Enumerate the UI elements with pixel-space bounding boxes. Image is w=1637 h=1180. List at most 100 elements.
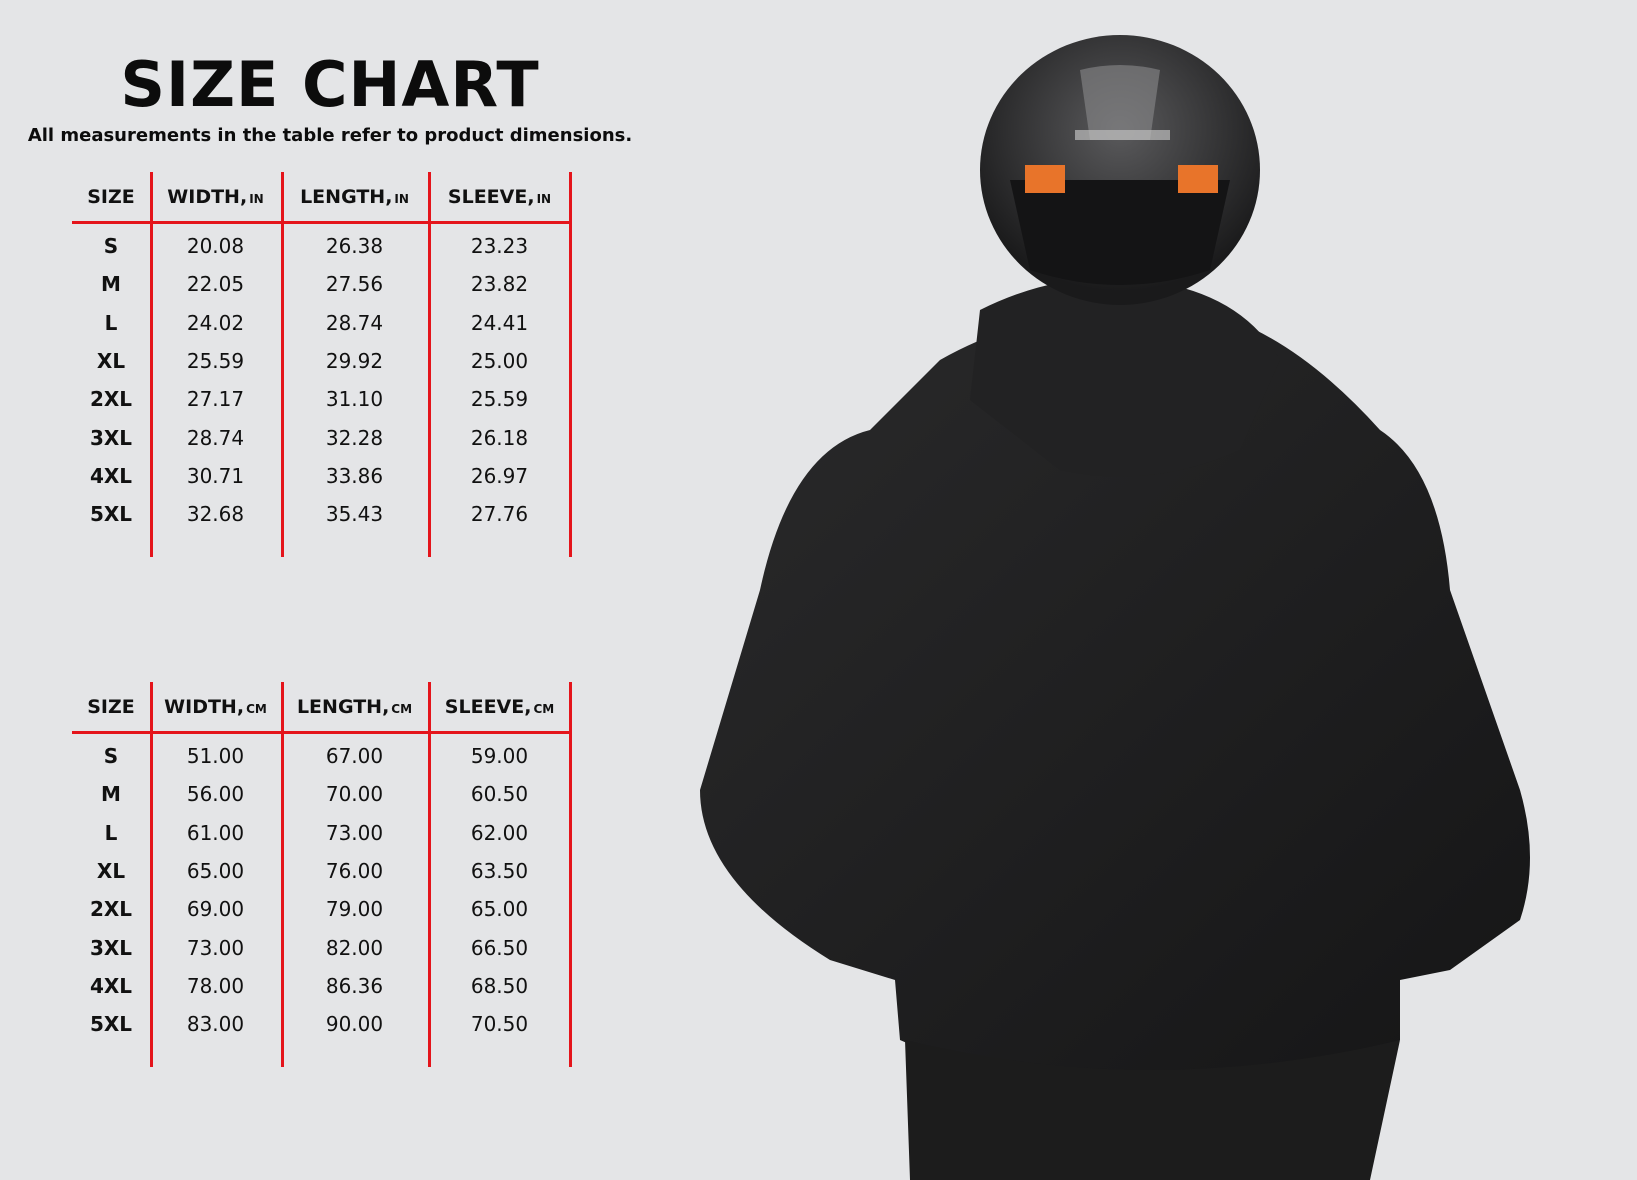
measurement-cell: 33.86: [325, 463, 384, 488]
measurement-cell: 27.76: [470, 502, 529, 527]
table-divider: [569, 682, 572, 1067]
measurement-cell: 25.59: [186, 348, 245, 373]
table-divider: [281, 682, 284, 1067]
measurement-cell: 32.68: [186, 502, 245, 527]
measurement-cell: 25.59: [470, 387, 529, 412]
table-divider: [428, 682, 431, 1067]
measurement-cell: 32.28: [325, 425, 384, 450]
measurement-cell: 82.00: [325, 935, 384, 960]
measurement-cell: 24.41: [470, 310, 529, 335]
measurement-cell: 29.92: [325, 348, 384, 373]
column-header-label: LENGTH,: [300, 186, 393, 208]
measurement-cell: 78.00: [186, 973, 245, 998]
measurement-cell: 66.50: [470, 935, 529, 960]
size-label: M: [101, 272, 121, 297]
column-header: SLEEVE, IN: [428, 186, 571, 208]
page-subtitle: All measurements in the table refer to p…: [27, 125, 633, 146]
size-label: 3XL: [89, 935, 133, 960]
table-divider: [150, 172, 153, 557]
column-header: LENGTH, IN: [281, 186, 428, 208]
measurement-cell: 63.50: [470, 858, 529, 883]
size-label: XL: [96, 858, 126, 883]
column-header: WIDTH, CM: [150, 696, 281, 718]
measurement-cell: 31.10: [325, 387, 384, 412]
column-header: SIZE: [72, 186, 150, 208]
measurement-cell: 70.00: [325, 782, 384, 807]
measurement-cell: 73.00: [325, 820, 384, 845]
measurement-cell: 70.50: [470, 1012, 529, 1037]
size-label: L: [104, 310, 118, 335]
measurement-cell: 68.50: [470, 973, 529, 998]
measurement-cell: 65.00: [186, 858, 245, 883]
column-header-label: SIZE: [87, 186, 135, 208]
page-title: SIZE CHART: [120, 48, 540, 121]
measurement-cell: 79.00: [325, 897, 384, 922]
helmet-orange-vent: [1025, 165, 1065, 193]
column-header-unit: CM: [246, 702, 267, 716]
measurement-cell: 67.00: [325, 744, 384, 768]
size-label: 5XL: [89, 502, 133, 527]
column-header-unit: IN: [394, 192, 409, 206]
table-divider: [281, 172, 284, 557]
measurement-cell: 27.56: [325, 272, 384, 297]
measurement-cell: 20.08: [186, 234, 245, 258]
size-label: 4XL: [89, 463, 133, 488]
measurement-cell: 83.00: [186, 1012, 245, 1037]
measurement-cell: 59.00: [470, 744, 529, 768]
size-table-cm: SIZE WIDTH, CM LENGTH, CM SLEEVE, CM S 51.00 67.0…: [72, 682, 572, 1067]
helmet-orange-vent: [1178, 165, 1218, 193]
size-label: 5XL: [89, 1012, 133, 1037]
column-header: WIDTH, IN: [150, 186, 281, 208]
table-divider: [428, 172, 431, 557]
measurement-cell: 90.00: [325, 1012, 384, 1037]
measurement-cell: 60.50: [470, 782, 529, 807]
size-label: 4XL: [89, 973, 133, 998]
measurement-cell: 76.00: [325, 858, 384, 883]
measurement-cell: 61.00: [186, 820, 245, 845]
column-header-label: WIDTH,: [164, 696, 245, 718]
size-table-inches: SIZE WIDTH, IN LENGTH, IN SLEEVE, IN S 20.08 26.3…: [72, 172, 572, 557]
measurement-cell: 27.17: [186, 387, 245, 412]
measurement-cell: 26.97: [470, 463, 529, 488]
measurement-cell: 25.00: [470, 348, 529, 373]
measurement-cell: 24.02: [186, 310, 245, 335]
measurement-cell: 69.00: [186, 897, 245, 922]
column-header-label: WIDTH,: [167, 186, 248, 208]
size-label: S: [103, 744, 119, 768]
measurement-cell: 62.00: [470, 820, 529, 845]
column-header-label: LENGTH,: [296, 696, 390, 718]
column-header-unit: IN: [536, 192, 552, 206]
measurement-cell: 51.00: [186, 744, 245, 768]
column-header-label: SLEEVE,: [444, 696, 532, 718]
measurement-cell: 65.00: [470, 897, 529, 922]
column-header: SLEEVE, CM: [428, 696, 571, 718]
measurement-cell: 23.82: [470, 272, 529, 297]
column-header-unit: IN: [249, 192, 264, 206]
size-label: S: [103, 234, 119, 258]
size-label: XL: [96, 348, 126, 373]
measurement-cell: 56.00: [186, 782, 245, 807]
size-label: L: [104, 820, 118, 845]
column-header: LENGTH, CM: [281, 696, 428, 718]
column-header-label: SIZE: [87, 696, 135, 718]
column-header-unit: CM: [391, 702, 413, 716]
size-label: 2XL: [89, 897, 133, 922]
measurement-cell: 22.05: [186, 272, 245, 297]
table-header-divider: [72, 731, 572, 734]
measurement-cell: 86.36: [325, 973, 384, 998]
size-label: M: [101, 782, 121, 807]
measurement-cell: 26.18: [470, 425, 529, 450]
table-divider: [569, 172, 572, 557]
measurement-cell: 30.71: [186, 463, 245, 488]
table-divider: [150, 682, 153, 1067]
measurement-cell: 28.74: [325, 310, 384, 335]
measurement-cell: 28.74: [186, 425, 245, 450]
column-header-label: SLEEVE,: [447, 186, 535, 208]
measurement-cell: 73.00: [186, 935, 245, 960]
size-label: 2XL: [89, 387, 133, 412]
measurement-cell: 26.38: [325, 234, 384, 258]
column-header: SIZE: [72, 696, 150, 718]
model-photo-hoodie-helmet: [700, 35, 1530, 1180]
measurement-cell: 35.43: [325, 502, 384, 527]
column-header-unit: CM: [533, 702, 555, 716]
